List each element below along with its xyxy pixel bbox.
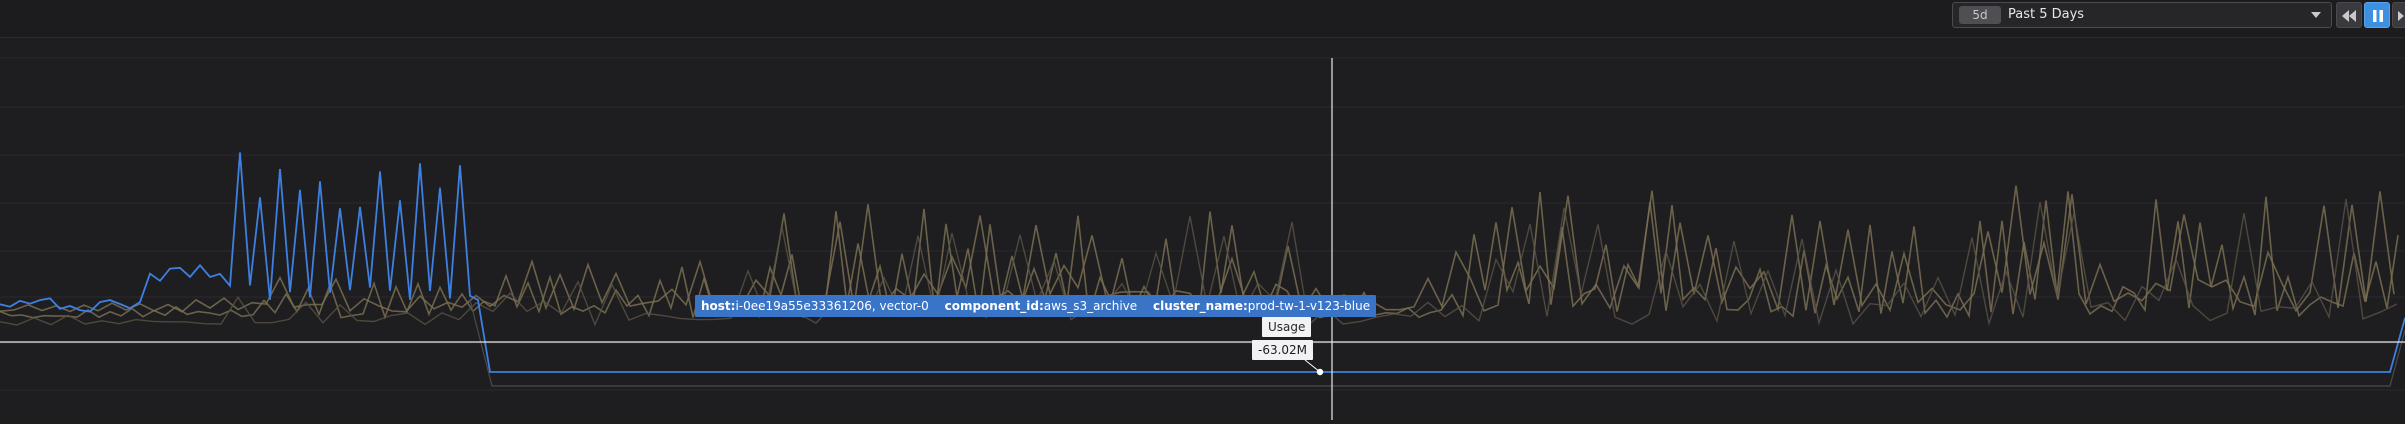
series-line-faint [469,299,2405,387]
time-range-badge: 5d [1959,6,2001,24]
pause-icon [2373,10,2383,22]
time-range-label: Past 5 Days [2008,7,2085,22]
tooltip-tag-component: component_id:aws_s3_archive [944,299,1138,313]
forward-icon [2398,11,2404,21]
series-line-other-c [0,198,2398,327]
forward-button[interactable] [2392,2,2405,28]
tooltip-tag-host: host:i-0ee19a55e33361206, vector-0 [701,299,929,313]
tooltip-tag-cluster: cluster_name:prod-tw-1-v123-blue [1152,299,1371,313]
timeseries-chart[interactable] [0,37,2405,420]
tooltip-value: -63.02M [1252,340,1314,360]
tooltip-metric-label: Usage [1262,317,1312,337]
tooltip-pointer [1304,359,1321,373]
rewind-button[interactable] [2336,2,2362,28]
rewind-icon [2342,10,2356,22]
toolbar: 5d Past 5 Days [0,0,2405,38]
chevron-down-icon [2311,12,2321,18]
tooltip-tags: host:i-0ee19a55e33361206, vector-0 compo… [695,295,1377,317]
chart-canvas[interactable] [0,37,2405,420]
pause-button[interactable] [2364,2,2390,28]
time-range-picker[interactable]: 5d Past 5 Days [1952,2,2332,28]
series-line-other-b [0,185,2395,314]
series-line-highlighted [0,152,2405,373]
